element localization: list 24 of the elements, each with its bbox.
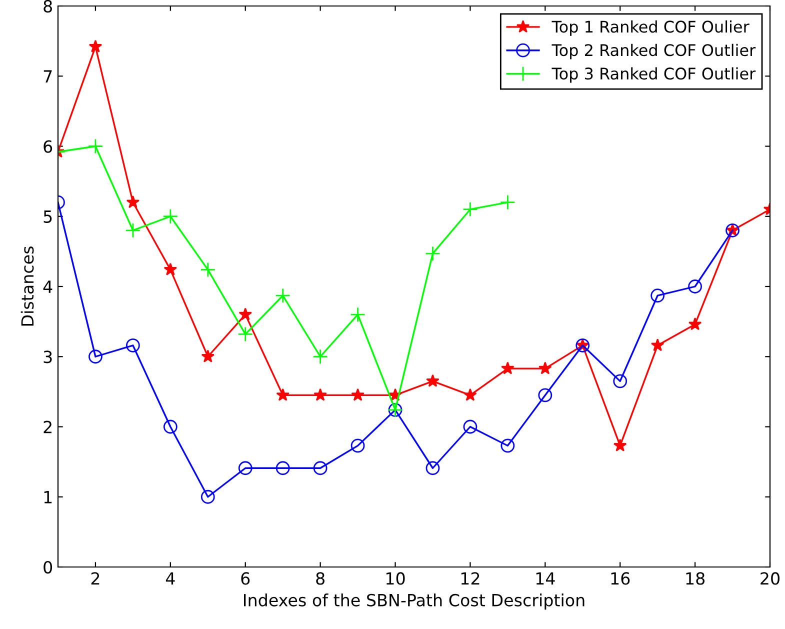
x-tick-label: 12: [461, 572, 480, 585]
y-tick-label: 0: [44, 560, 52, 574]
y-tick-label: 2: [44, 420, 52, 434]
y-tick-label: 4: [43, 280, 52, 293]
x-axis-title: Indexes of the SBN-Path Cost Description: [244, 594, 584, 610]
x-tick-label: 4: [166, 572, 175, 585]
x-tick-label: 8: [316, 572, 324, 585]
legend-label: Top 2 Ranked COF Outlier: [552, 44, 756, 60]
y-tick-label: 5: [44, 210, 52, 223]
x-tick-label: 18: [686, 572, 705, 585]
y-axis-title: Distances: [20, 246, 34, 326]
x-tick-label: 16: [611, 572, 630, 585]
legend-label: Top 3 Ranked COF Outlier: [552, 67, 756, 83]
y-tick-label: 3: [44, 350, 52, 364]
y-tick-label: 6: [44, 140, 52, 153]
x-tick-label: 6: [241, 572, 250, 585]
x-tick-label: 2: [91, 572, 100, 585]
x-tick-label: 10: [386, 572, 405, 585]
x-tick-label: 20: [760, 572, 780, 585]
legend-label: Top 1 Ranked COF Oulier: [552, 20, 750, 36]
y-tick-label: 1: [44, 491, 52, 504]
y-tick-label: 7: [44, 70, 52, 82]
y-tick-label: 8: [44, 0, 52, 13]
x-tick-label: 14: [536, 572, 555, 585]
